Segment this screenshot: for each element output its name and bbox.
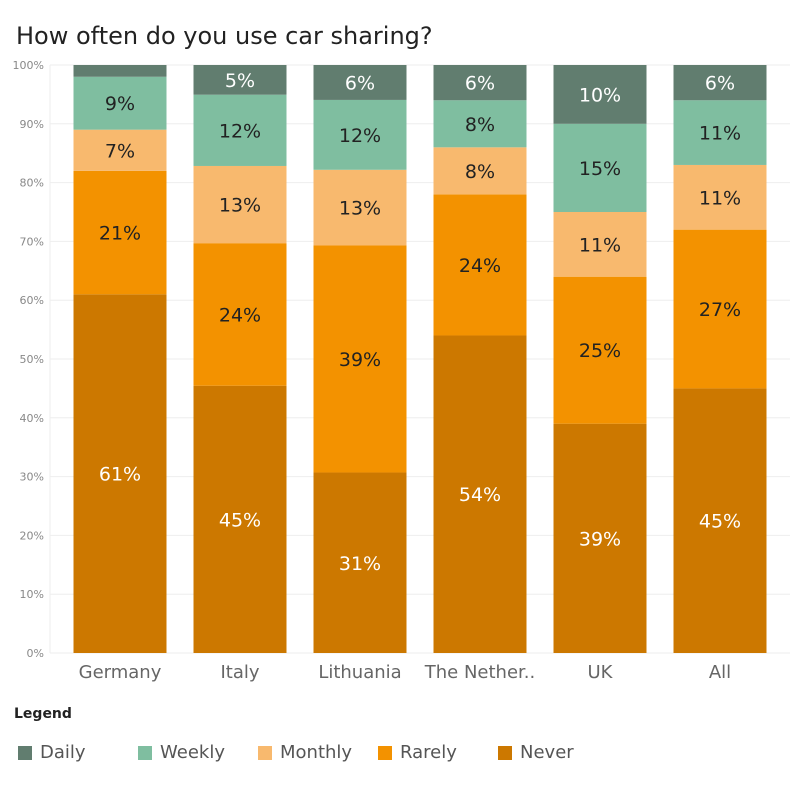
data-label: 24%: [459, 255, 501, 277]
bar-segment-never: [313, 472, 407, 653]
bar-segment-rarely: [433, 194, 527, 336]
legend-item-daily: Daily: [18, 742, 86, 763]
data-label: 27%: [699, 299, 741, 321]
legend-item-rarely: Rarely: [378, 742, 457, 763]
data-label: 45%: [699, 511, 741, 533]
bar-segment-never: [433, 335, 527, 653]
bar-segment-daily: [313, 65, 407, 100]
data-label: 24%: [219, 304, 261, 326]
bar-segment-never: [73, 294, 167, 653]
y-tick-label: 10%: [20, 588, 44, 601]
bar-segment-monthly: [313, 169, 407, 246]
bar-segment-weekly: [673, 100, 767, 165]
legend-item-never: Never: [498, 742, 574, 763]
y-tick-label: 60%: [20, 294, 44, 307]
y-tick-label: 20%: [20, 529, 44, 542]
bar-segment-weekly: [553, 123, 647, 212]
legend-title: Legend: [14, 706, 72, 722]
data-label: 11%: [699, 123, 741, 145]
x-tick-label: Italy: [220, 662, 259, 683]
bar-segment-never: [553, 423, 647, 653]
y-tick-label: 30%: [20, 471, 44, 484]
data-label: 6%: [345, 72, 375, 94]
chart-title: How often do you use car sharing?: [16, 22, 433, 50]
bar-segment-rarely: [673, 229, 767, 389]
data-label: 39%: [579, 528, 621, 550]
legend-label: Rarely: [400, 742, 457, 763]
bar-segment-weekly: [73, 76, 167, 130]
bar-segment-daily: [73, 65, 167, 77]
data-label: 39%: [339, 349, 381, 371]
bar-segment-daily: [193, 65, 287, 95]
y-tick-label: 40%: [20, 412, 44, 425]
data-label: 21%: [99, 223, 141, 245]
data-label: 54%: [459, 484, 501, 506]
x-tick-label: UK: [588, 662, 614, 683]
x-tick-label: Lithuania: [318, 662, 401, 683]
data-label: 6%: [705, 73, 735, 95]
bar-segment-weekly: [313, 99, 407, 170]
bar-segment-never: [193, 385, 287, 653]
y-tick-label: 50%: [20, 353, 44, 366]
bar-segment-monthly: [553, 212, 647, 277]
data-label: 25%: [579, 340, 621, 362]
legend-label: Monthly: [280, 742, 353, 763]
data-label: 6%: [465, 73, 495, 95]
bar-segment-rarely: [73, 170, 167, 295]
x-tick-label: Germany: [79, 662, 162, 683]
bar-segment-daily: [553, 65, 647, 124]
data-label: 45%: [219, 509, 261, 531]
data-label: 12%: [219, 120, 261, 142]
data-label: 10%: [579, 84, 621, 106]
y-tick-label: 80%: [20, 177, 44, 190]
data-label: 61%: [99, 464, 141, 486]
bar-segment-monthly: [673, 164, 767, 230]
data-label: 8%: [465, 114, 495, 136]
legend-item-weekly: Weekly: [138, 742, 225, 763]
data-label: 13%: [219, 195, 261, 217]
bar-segment-daily: [433, 65, 527, 101]
bar-segment-rarely: [193, 243, 287, 386]
bar-segment-monthly: [73, 129, 167, 171]
data-label: 7%: [105, 140, 135, 162]
y-tick-label: 100%: [13, 59, 44, 72]
bar-segment-monthly: [193, 165, 287, 244]
bar-segment-weekly: [433, 100, 527, 148]
data-label: 8%: [465, 161, 495, 183]
legend-swatch: [378, 745, 392, 760]
data-label: 11%: [699, 187, 741, 209]
data-label: 12%: [339, 125, 381, 147]
bar-segment-monthly: [433, 147, 527, 195]
data-label: 13%: [339, 198, 381, 220]
bar-segment-rarely: [313, 245, 407, 473]
y-tick-label: 90%: [20, 118, 44, 131]
legend-swatch: [258, 745, 272, 760]
legend-label: Weekly: [160, 742, 225, 763]
data-label: 5%: [225, 70, 255, 92]
legend-swatch: [138, 745, 152, 760]
bar-segment-never: [673, 388, 767, 653]
legend-swatch: [18, 745, 32, 760]
bar-segment-rarely: [553, 276, 647, 424]
x-tick-label: All: [709, 662, 731, 683]
data-label: 31%: [339, 553, 381, 575]
data-label: 9%: [105, 93, 135, 115]
legend-label: Daily: [40, 742, 86, 763]
y-tick-label: 70%: [20, 235, 44, 248]
data-label: 15%: [579, 158, 621, 180]
legend-swatch: [498, 745, 512, 760]
stacked-bar-chart: 0% 10% 20% 30% 40% 50% 60% 70% 80% 90% 100% 61% 21% 7…: [13, 59, 790, 683]
y-tick-label: 0%: [27, 647, 44, 660]
x-tick-label: The Nether..: [424, 662, 535, 683]
bar-segment-daily: [673, 65, 767, 101]
legend-item-monthly: Monthly: [258, 742, 352, 763]
data-label: 11%: [579, 234, 621, 256]
legend-label: Never: [520, 742, 574, 763]
bar-segment-weekly: [193, 94, 287, 166]
